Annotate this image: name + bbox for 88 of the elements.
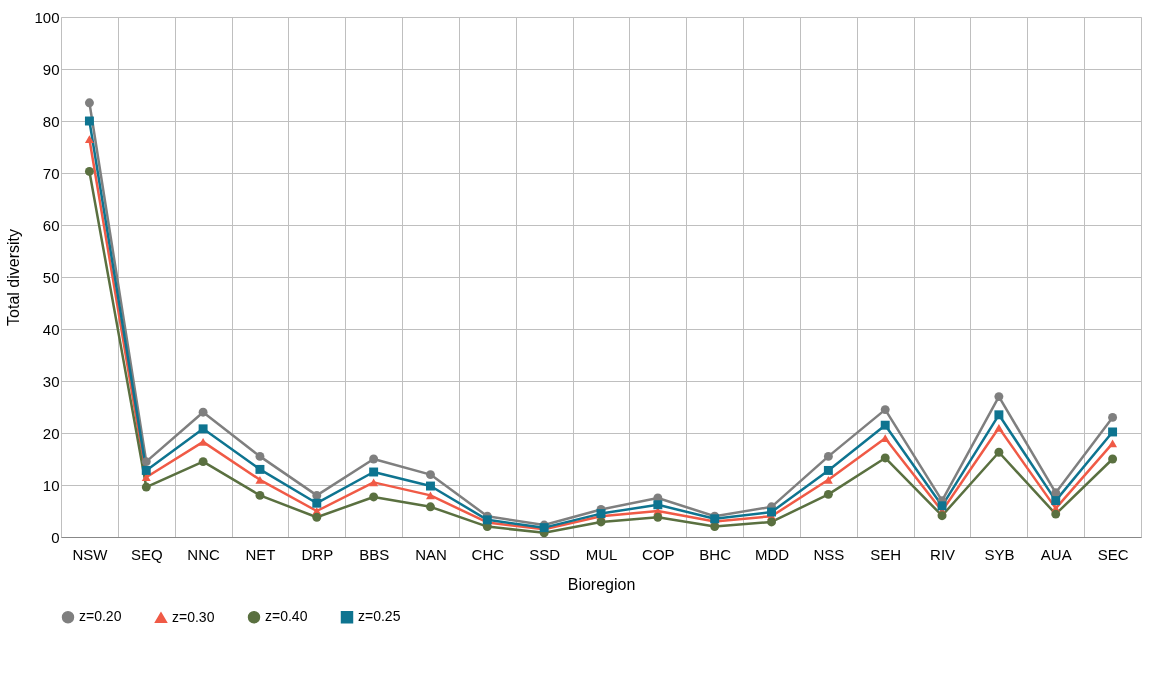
point [426, 502, 435, 512]
y-tick-label: 80 [42, 112, 60, 130]
point [1108, 439, 1118, 448]
point [255, 451, 265, 461]
point [880, 453, 890, 463]
point [84, 166, 94, 176]
point [198, 437, 208, 446]
point [994, 392, 1004, 402]
x-tick-label: SEQ [130, 545, 163, 563]
y-tick-label: 40 [42, 320, 60, 338]
point [653, 512, 663, 522]
point [312, 512, 322, 522]
point [426, 481, 435, 491]
point [880, 405, 890, 415]
x-tick-label: SSD [529, 545, 561, 563]
point [84, 116, 94, 126]
x-tick-label: COP [642, 545, 675, 563]
point [426, 470, 435, 480]
point [198, 457, 208, 467]
point [653, 500, 663, 510]
x-tick-label: RIV [930, 545, 956, 563]
point [880, 420, 890, 430]
x-tick-label: NAN [415, 545, 447, 563]
point [1051, 488, 1061, 498]
y-tick-label: 50 [42, 268, 60, 286]
point [1051, 496, 1061, 506]
y-tick-label: 30 [42, 372, 60, 390]
x-tick-label: SEH [870, 545, 902, 563]
point [823, 451, 833, 461]
y-tick-label: 70 [42, 164, 60, 182]
point [141, 457, 151, 467]
point [767, 507, 776, 517]
point [823, 489, 833, 499]
x-tick-label: MUL [585, 545, 618, 563]
point [823, 475, 833, 484]
x-tick-label: NNC [187, 545, 221, 563]
legend-label: z=0.20 [79, 608, 122, 625]
y-tick-label: 100 [34, 8, 60, 26]
x-tick-label: BBS [359, 545, 390, 563]
x-tick-label: DRP [301, 545, 334, 563]
point [1051, 509, 1061, 519]
x-axis-title: Bioregion [567, 575, 636, 593]
x-tick-label: SYB [984, 545, 1015, 563]
y-tick-label: 60 [42, 216, 60, 234]
point [994, 447, 1004, 457]
point [141, 465, 151, 475]
x-tick-label: SEC [1097, 545, 1129, 563]
y-tick-label: 10 [42, 476, 60, 494]
point [369, 492, 379, 502]
legend-label: z=0.25 [358, 608, 401, 625]
y-tick-label: 20 [42, 424, 60, 442]
point [710, 522, 720, 532]
x-tick-label: NSS [813, 545, 845, 563]
point [255, 475, 265, 484]
point [596, 517, 606, 527]
point [141, 482, 151, 492]
y-axis-title: Total diversity [5, 229, 23, 326]
x-tick-label: AUA [1040, 545, 1072, 563]
point [255, 464, 265, 474]
legend-label: z=0.40 [265, 608, 308, 625]
point [84, 135, 94, 144]
point [426, 491, 435, 500]
point [1108, 412, 1118, 422]
point [767, 517, 776, 527]
x-tick-label: BHC [699, 545, 732, 563]
y-tick-label: 90 [42, 60, 60, 78]
x-tick-label: NSW [72, 545, 109, 563]
point [369, 454, 379, 464]
point [312, 490, 322, 500]
point [994, 423, 1004, 432]
x-tick-label: CHC [471, 545, 505, 563]
point [198, 424, 208, 434]
point [994, 410, 1004, 420]
point [198, 407, 208, 417]
legend-label: z=0.30 [172, 608, 215, 625]
point [1108, 454, 1118, 464]
point [369, 478, 379, 487]
point [312, 498, 322, 508]
point [937, 501, 947, 511]
point [1108, 427, 1118, 437]
point [823, 465, 833, 475]
x-tick-label: NET [245, 545, 276, 563]
x-tick-label: MDD [754, 545, 790, 563]
y-tick-label: 0 [51, 528, 60, 546]
point [255, 490, 265, 500]
point [84, 98, 94, 108]
point [937, 511, 947, 521]
point [369, 467, 379, 477]
